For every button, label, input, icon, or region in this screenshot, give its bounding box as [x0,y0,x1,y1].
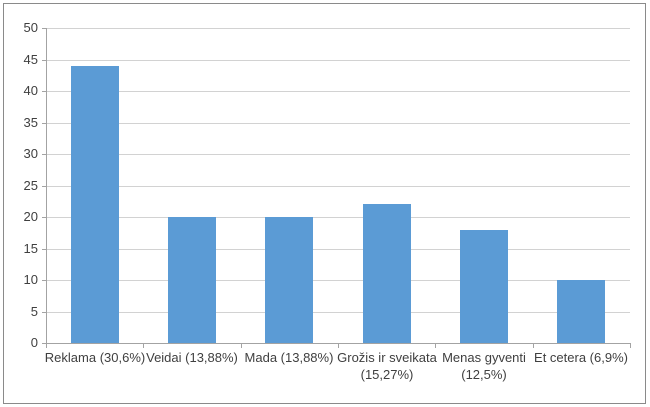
bar-2 [168,217,216,343]
x-axis-tick [143,344,144,348]
x-tick-label: Mada (13,88%) [244,350,334,365]
y-tick-label: 30 [23,146,38,161]
y-axis-tick [42,123,46,124]
gridline [47,91,630,92]
y-tick-label: 15 [23,241,38,256]
x-tick-label: Et cetera (6,9%) [534,350,628,365]
x-tick-label: Reklama (30,6%) [44,350,146,365]
y-tick-label: 40 [23,83,38,98]
gridline [47,186,630,187]
bar-4 [363,204,411,343]
x-axis-tick [46,344,47,348]
y-tick-label: 25 [23,178,38,193]
y-tick-label: 50 [23,20,38,35]
y-axis-tick [42,91,46,92]
bar-1 [71,66,119,343]
bar-6 [557,280,605,343]
gridline [47,280,630,281]
y-axis-tick [42,186,46,187]
y-axis-tick [42,312,46,313]
x-axis-line [46,343,631,344]
y-tick-label: 45 [23,52,38,67]
x-axis-tick [533,344,534,348]
gridline [47,28,630,29]
x-tick-label: Veidai (13,88%) [146,350,238,365]
gridline [47,217,630,218]
bar-5 [460,230,508,343]
y-axis-tick [42,28,46,29]
bar-3 [265,217,313,343]
gridline [47,249,630,250]
gridline [47,60,630,61]
x-tick-label: Grožis ir sveikata (15,27%) [337,350,437,382]
y-axis-tick [42,217,46,218]
y-tick-label: 10 [23,272,38,287]
y-tick-label: 35 [23,115,38,130]
y-axis-tick [42,60,46,61]
x-axis-tick [241,344,242,348]
x-axis-tick [338,344,339,348]
gridline [47,154,630,155]
y-axis-tick [42,154,46,155]
y-axis-tick [42,249,46,250]
y-axis-line [46,28,47,343]
gridline [47,123,630,124]
x-tick-label: Menas gyventi (12,5%) [442,350,526,382]
x-axis-tick [435,344,436,348]
y-axis-tick [42,343,46,344]
y-tick-label: 20 [23,209,38,224]
y-tick-label: 5 [30,304,38,319]
y-tick-label: 0 [30,335,38,350]
x-axis-tick [630,344,631,348]
gridline [47,312,630,313]
y-axis-tick [42,280,46,281]
